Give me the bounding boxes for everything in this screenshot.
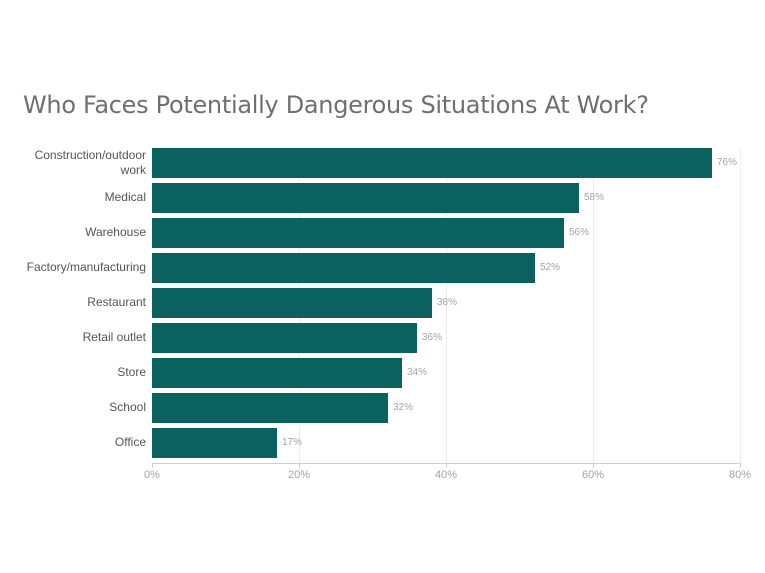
gridline xyxy=(593,148,594,463)
bar[interactable] xyxy=(152,428,277,458)
bar-value-label: 56% xyxy=(569,227,590,238)
chart-title: Who Faces Potentially Dangerous Situatio… xyxy=(23,91,649,119)
bar[interactable] xyxy=(152,183,579,213)
category-label-line: work xyxy=(120,163,146,177)
bar[interactable] xyxy=(152,288,432,318)
category-label: School xyxy=(109,400,146,414)
bar-value-label: 36% xyxy=(422,332,443,343)
bar[interactable] xyxy=(152,148,712,178)
x-tick xyxy=(152,463,153,468)
bar-value-label: 34% xyxy=(407,367,428,378)
category-label: Medical xyxy=(104,190,146,204)
x-tick xyxy=(299,463,300,468)
category-label: Factory/manufacturing xyxy=(26,260,146,274)
bar[interactable] xyxy=(152,358,402,388)
x-tick-label: 80% xyxy=(728,469,752,481)
x-tick xyxy=(446,463,447,468)
bar[interactable] xyxy=(152,218,564,248)
gridline xyxy=(446,148,447,463)
bar-value-label: 17% xyxy=(282,437,303,448)
bar-value-label: 38% xyxy=(437,297,458,308)
bar-value-label: 52% xyxy=(540,262,561,273)
x-tick-label: 0% xyxy=(144,469,160,481)
category-label: Construction/outdoor work xyxy=(6,148,146,178)
category-label: Office xyxy=(114,435,146,449)
bar[interactable] xyxy=(152,323,417,353)
category-label: Store xyxy=(117,365,146,379)
bar-value-label: 58% xyxy=(584,192,605,203)
x-tick-label: 60% xyxy=(581,469,605,481)
x-tick-label: 20% xyxy=(287,469,311,481)
category-label: Restaurant xyxy=(87,295,146,309)
bar-value-label: 76% xyxy=(717,157,738,168)
x-tick xyxy=(740,463,741,468)
x-tick-label: 40% xyxy=(434,469,458,481)
x-tick xyxy=(593,463,594,468)
category-label: Retail outlet xyxy=(82,330,146,344)
category-label: Warehouse xyxy=(85,225,146,239)
bar-value-label: 32% xyxy=(393,402,414,413)
plot-area: 76% 58% 56% 52% 38% 36% 34% 32% 17% xyxy=(152,148,741,468)
bar[interactable] xyxy=(152,393,388,423)
category-label-line: Construction/outdoor xyxy=(34,148,146,162)
gridline xyxy=(740,148,741,463)
bar[interactable] xyxy=(152,253,535,283)
